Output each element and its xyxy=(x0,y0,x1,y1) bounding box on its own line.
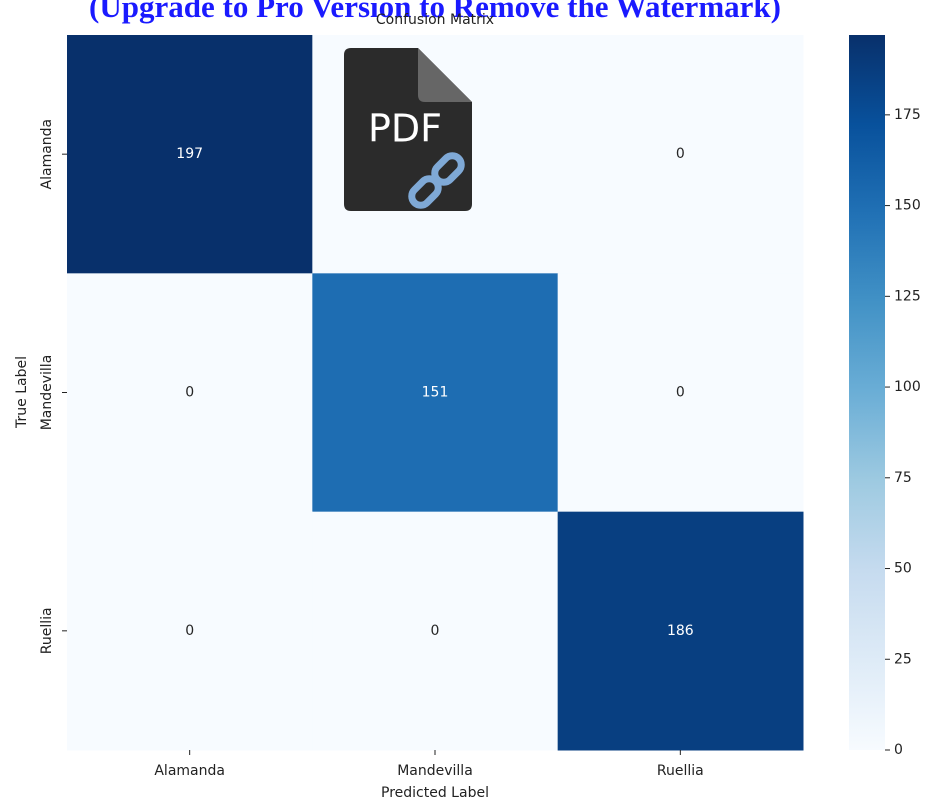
cell-label: 0 xyxy=(431,623,440,639)
x-tick-label: Mandevilla xyxy=(397,763,473,779)
cell xyxy=(67,35,313,274)
cell xyxy=(67,273,313,513)
icon-label: PDF xyxy=(368,107,442,151)
icon-fold xyxy=(418,48,472,102)
cell xyxy=(312,511,559,751)
x-axis-label: Predicted Label xyxy=(381,785,489,801)
cell-label: 0 xyxy=(676,385,685,401)
cell-label: 186 xyxy=(667,623,694,639)
heatmap xyxy=(67,35,804,751)
colorbar xyxy=(849,35,885,750)
colorbar-tick-label: 125 xyxy=(894,288,921,304)
x-tick-label: Alamanda xyxy=(154,763,225,779)
chart-title: Confusion Matrix xyxy=(376,12,494,28)
icon-link xyxy=(408,152,465,209)
watermark-text: (Upgrade to Pro Version to Remove the Wa… xyxy=(89,0,781,24)
y-tick-label: Alamanda xyxy=(39,119,55,190)
colorbar-tick-label: 75 xyxy=(894,470,912,486)
cell-label: 0 xyxy=(676,146,685,162)
colorbar-tick-label: 50 xyxy=(894,561,912,577)
colorbar-tick-label: 175 xyxy=(894,107,921,123)
cell xyxy=(67,511,313,751)
cell-label: 0 xyxy=(185,385,194,401)
colorbar-tick-label: 150 xyxy=(894,198,921,214)
cell-label: 0 xyxy=(185,623,194,639)
cell-label: 197 xyxy=(176,146,203,162)
y-tick-label: Mandevilla xyxy=(39,355,55,431)
y-tick-label: Ruellia xyxy=(39,607,55,654)
y-axis-label: True Label xyxy=(14,356,30,429)
cell xyxy=(557,35,804,274)
cell xyxy=(557,511,804,751)
colorbar-tick-label: 25 xyxy=(894,651,912,667)
colorbar-tick-label: 100 xyxy=(894,379,921,395)
cell xyxy=(557,273,804,513)
x-tick-label: Ruellia xyxy=(657,763,704,779)
pdf-icon: PDF xyxy=(344,48,472,211)
cell-label: 151 xyxy=(422,385,449,401)
cell xyxy=(312,273,559,513)
colorbar-tick-label: 0 xyxy=(894,742,903,758)
